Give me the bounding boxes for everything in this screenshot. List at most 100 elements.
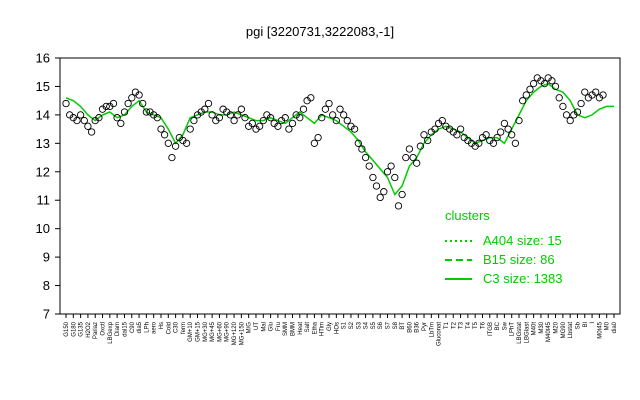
- data-point: [354, 139, 362, 147]
- x-tick-label: dia0: [612, 321, 618, 333]
- x-tick-label: BT: [400, 322, 406, 330]
- y-tick-label: 16: [36, 51, 50, 66]
- x-tick-label: LPh: [144, 322, 150, 333]
- x-tick-label: M0t45: [597, 321, 603, 338]
- data-point: [420, 131, 428, 139]
- data-point: [314, 133, 322, 142]
- data-point: [562, 111, 571, 119]
- data-point: [508, 131, 516, 139]
- data-point: [350, 125, 359, 133]
- x-tick-label: S4: [364, 321, 370, 329]
- x-tick-label: S3: [356, 321, 362, 329]
- x-tick-label: Glu: [269, 322, 275, 331]
- data-point: [405, 145, 414, 153]
- x-tick-label: S7: [385, 321, 391, 329]
- x-tick-label: MG90: [561, 321, 567, 338]
- data-point: [117, 119, 125, 128]
- x-tick-label: SMM: [283, 322, 289, 336]
- y-tick-label: 7: [43, 307, 50, 322]
- x-tick-label: C30: [174, 321, 180, 333]
- x-tick-label: MG+120: [232, 321, 238, 345]
- x-tick-label: T2: [451, 321, 457, 329]
- x-tick-label: M40t45: [546, 321, 552, 342]
- data-point: [489, 139, 498, 147]
- data-point: [153, 114, 161, 122]
- data-point: [124, 99, 132, 108]
- x-tick-label: HTim: [320, 322, 326, 336]
- data-point: [255, 122, 264, 130]
- data-point: [424, 136, 432, 145]
- data-point: [84, 122, 92, 130]
- data-point: [358, 145, 366, 153]
- x-tick-label: T6: [480, 321, 486, 329]
- x-tick-label: Salt: [305, 322, 311, 333]
- data-point: [299, 105, 308, 113]
- data-point: [164, 139, 172, 147]
- data-point: [190, 116, 198, 125]
- x-tick-label: Hs: [159, 322, 165, 329]
- data-point: [394, 202, 403, 210]
- data-point: [135, 91, 143, 99]
- x-tick-label: HOs: [334, 322, 340, 334]
- data-point: [592, 88, 600, 96]
- data-point: [288, 119, 297, 128]
- x-tick-label: Sb: [575, 321, 581, 329]
- x-tick-label: Pyr: [422, 322, 428, 331]
- x-tick-label: LBGlast: [524, 322, 530, 344]
- x-tick-label: T3: [459, 321, 465, 329]
- data-point: [332, 116, 340, 125]
- data-point: [551, 82, 560, 91]
- y-tick-label: 8: [43, 278, 50, 293]
- data-point: [409, 153, 417, 162]
- data-point: [372, 182, 381, 190]
- data-point: [413, 159, 421, 167]
- data-point: [529, 79, 538, 88]
- data-point: [139, 99, 147, 108]
- y-tick-label: 13: [36, 136, 50, 151]
- x-tick-label: T5: [473, 321, 479, 329]
- x-tick-label: M30: [539, 321, 545, 333]
- data-point: [73, 116, 81, 125]
- data-point: [336, 105, 344, 113]
- x-tick-label: M/G: [247, 322, 253, 334]
- data-point: [519, 97, 527, 105]
- data-point: [237, 105, 246, 113]
- data-point: [230, 116, 238, 125]
- data-point: [113, 114, 121, 122]
- x-tick-label: S6: [378, 321, 384, 329]
- data-point: [548, 77, 556, 85]
- data-point: [102, 102, 110, 111]
- data-point: [76, 111, 85, 119]
- data-point: [186, 125, 194, 133]
- legend: clusters A404 size: 15 B15 size: 86 C3 siz…: [445, 208, 563, 286]
- x-tick-label: Cold: [166, 322, 172, 334]
- data-point: [142, 108, 151, 116]
- x-tick-label: LbTm: [429, 322, 435, 337]
- y-tick-label: 14: [36, 107, 50, 122]
- data-point: [157, 125, 165, 133]
- data-point: [234, 111, 242, 119]
- y-tick-label: 9: [43, 250, 50, 265]
- x-tick-label: ferm: [181, 322, 187, 334]
- chart-title: pgi [3220731,3222083,-1]: [246, 24, 394, 39]
- data-point: [329, 111, 337, 119]
- data-point: [241, 114, 249, 122]
- x-tick-label: Mal: [261, 322, 267, 332]
- x-tick-label: Gly: [327, 322, 333, 331]
- data-point: [318, 114, 326, 122]
- data-point: [182, 139, 191, 147]
- legend-label: B15 size: 86: [483, 252, 555, 267]
- x-tick-label: B60: [407, 321, 413, 332]
- data-point: [365, 162, 373, 170]
- data-point: [361, 153, 370, 162]
- data-point: [208, 111, 216, 119]
- data-point: [416, 142, 425, 150]
- data-point: [376, 193, 384, 202]
- data-point: [201, 105, 209, 113]
- x-tick-label: LBGstat: [517, 322, 523, 344]
- x-tick-label: S2: [349, 321, 355, 329]
- x-tick-label: Pariaz: [93, 322, 99, 339]
- data-point: [310, 139, 319, 147]
- x-tick-label: G135: [79, 321, 85, 336]
